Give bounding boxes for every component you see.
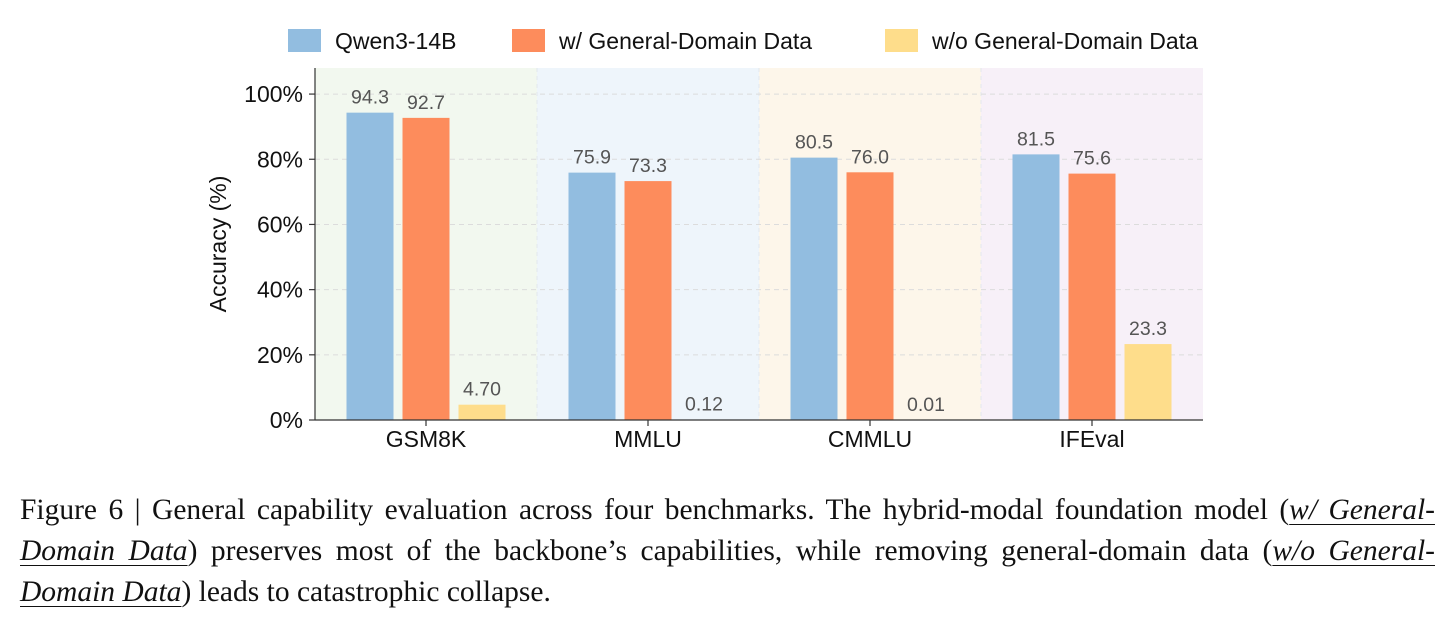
figure-caption: Figure 6 | General capability evaluation… [20, 490, 1435, 613]
value-label: 81.5 [1017, 128, 1055, 150]
bar-gsm8k-series-1 [346, 112, 394, 420]
y-tick-label: 0% [270, 407, 303, 433]
value-label: 92.7 [407, 92, 445, 114]
bar-gsm8k-series-2 [402, 117, 450, 420]
bar-mmlu-series-2 [624, 181, 672, 420]
value-labels: 94.3 92.7 4.70 75.9 73.3 0.12 80.5 76.0 0.01 81.5… [351, 87, 1167, 416]
x-tick-label: CMMLU [828, 426, 912, 452]
bar-mmlu-series-1 [568, 172, 616, 420]
value-label: 23.3 [1129, 318, 1167, 340]
y-tick-label: 80% [257, 146, 303, 172]
bar-chart: 94.3 92.7 4.70 75.9 73.3 0.12 80.5 76.0 0.01 81.5… [205, 28, 1203, 452]
legend-label: w/ General-Domain Data [558, 28, 812, 54]
value-label: 76.0 [851, 146, 889, 168]
value-label: 75.6 [1073, 148, 1111, 170]
y-tick-label: 40% [257, 277, 303, 303]
value-label: 0.12 [685, 394, 723, 416]
y-tick-label: 20% [257, 342, 303, 368]
bar-ifeval-series-2 [1068, 173, 1116, 420]
legend-swatch-series-1 [288, 29, 321, 52]
legend-label: Qwen3-14B [335, 28, 456, 54]
value-label: 4.70 [463, 379, 501, 401]
bar-ifeval-series-1 [1012, 154, 1060, 421]
x-tick-label: MMLU [614, 426, 682, 452]
y-tick-label: 100% [244, 81, 303, 107]
y-axis-label: Accuracy (%) [205, 176, 231, 313]
bar-ifeval-series-3 [1124, 344, 1172, 420]
bar-cmmlu-series-2 [846, 172, 894, 420]
caption-em-without: w/o General-Domain Data [20, 535, 1435, 608]
x-tick-label: GSM8K [386, 426, 467, 452]
legend: Qwen3-14B w/ General-Domain Data w/o Gener… [288, 28, 1198, 54]
caption-suffix: ) leads to catastrophic collapse. [181, 576, 551, 608]
bars [346, 112, 1172, 421]
bar-cmmlu-series-1 [790, 157, 838, 420]
x-tick-label: IFEval [1059, 426, 1124, 452]
caption-prefix: Figure 6 | General capability evaluation… [20, 494, 1290, 526]
caption-mid: ) preserves most of the backbone’s capab… [187, 535, 1273, 567]
value-label: 94.3 [351, 87, 389, 109]
value-label: 0.01 [907, 394, 945, 416]
caption-em-with: w/ General-Domain Data [20, 494, 1435, 567]
y-tick-label: 60% [257, 211, 303, 237]
value-label: 80.5 [795, 132, 833, 154]
bar-gsm8k-series-3 [458, 404, 506, 420]
value-label: 75.9 [573, 147, 611, 169]
value-label: 73.3 [629, 155, 667, 177]
legend-swatch-series-2 [512, 29, 545, 52]
axes: 0% 20% 40% 60% 80% 100% GSM8K MMLU CMMLU IFEval Ac… [205, 68, 1203, 452]
legend-swatch-series-3 [885, 29, 918, 52]
legend-label: w/o General-Domain Data [931, 28, 1198, 54]
